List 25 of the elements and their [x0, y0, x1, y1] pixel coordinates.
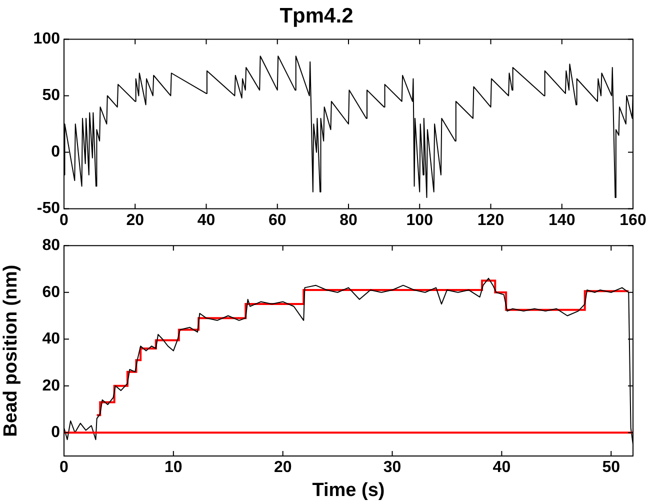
- x-tick-label: 60: [268, 212, 286, 229]
- x-tick-label: 40: [492, 459, 511, 476]
- x-axis-title: Time (s): [312, 480, 385, 501]
- x-tick-label: 20: [274, 459, 292, 476]
- x-tick-label: 20: [126, 212, 144, 229]
- x-tick-label: 80: [340, 212, 358, 229]
- x-tick-label: 30: [383, 459, 402, 476]
- y-tick-label: 50: [42, 87, 60, 104]
- y-tick-label: 40: [42, 330, 60, 348]
- y-tick-label: 0: [51, 424, 60, 442]
- x-tick-label: 10: [164, 459, 182, 476]
- y-tick-label: 0: [51, 144, 60, 161]
- y-tick-label: 100: [33, 30, 60, 48]
- y-axis-title: Bead position (nm): [0, 264, 22, 437]
- x-tick-label: 40: [197, 212, 216, 229]
- x-tick-label: 140: [548, 212, 576, 229]
- x-tick-label: 50: [602, 459, 620, 476]
- y-tick-label: 60: [42, 284, 60, 301]
- y-tick-label: 80: [42, 237, 60, 254]
- y-tick-label: -50: [36, 200, 60, 218]
- y-tick-label: 20: [42, 377, 60, 394]
- x-tick-label: 100: [406, 212, 434, 229]
- x-tick-label: 120: [477, 212, 504, 229]
- chart-title: Tpm4.2: [280, 4, 354, 28]
- x-tick-label: 160: [620, 212, 646, 229]
